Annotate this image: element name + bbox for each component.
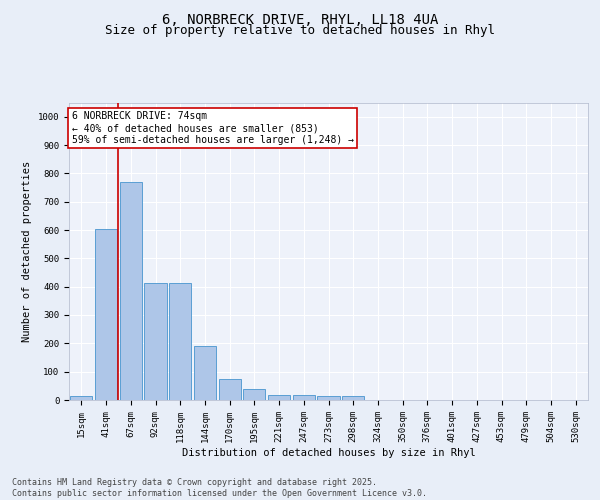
Bar	[243, 389, 265, 400]
Bar	[194, 346, 216, 400]
X-axis label: Distribution of detached houses by size in Rhyl: Distribution of detached houses by size …	[182, 448, 475, 458]
Bar	[342, 396, 364, 400]
Bar	[293, 395, 315, 400]
Bar	[268, 395, 290, 400]
Text: 6, NORBRECK DRIVE, RHYL, LL18 4UA: 6, NORBRECK DRIVE, RHYL, LL18 4UA	[162, 12, 438, 26]
Bar	[218, 379, 241, 400]
Bar	[119, 182, 142, 400]
Bar	[95, 228, 117, 400]
Text: Contains HM Land Registry data © Crown copyright and database right 2025.
Contai: Contains HM Land Registry data © Crown c…	[12, 478, 427, 498]
Bar	[317, 396, 340, 400]
Text: 6 NORBRECK DRIVE: 74sqm
← 40% of detached houses are smaller (853)
59% of semi-d: 6 NORBRECK DRIVE: 74sqm ← 40% of detache…	[71, 112, 353, 144]
Text: Size of property relative to detached houses in Rhyl: Size of property relative to detached ho…	[105, 24, 495, 37]
Y-axis label: Number of detached properties: Number of detached properties	[22, 160, 32, 342]
Bar	[145, 284, 167, 400]
Bar	[169, 284, 191, 400]
Bar	[70, 396, 92, 400]
